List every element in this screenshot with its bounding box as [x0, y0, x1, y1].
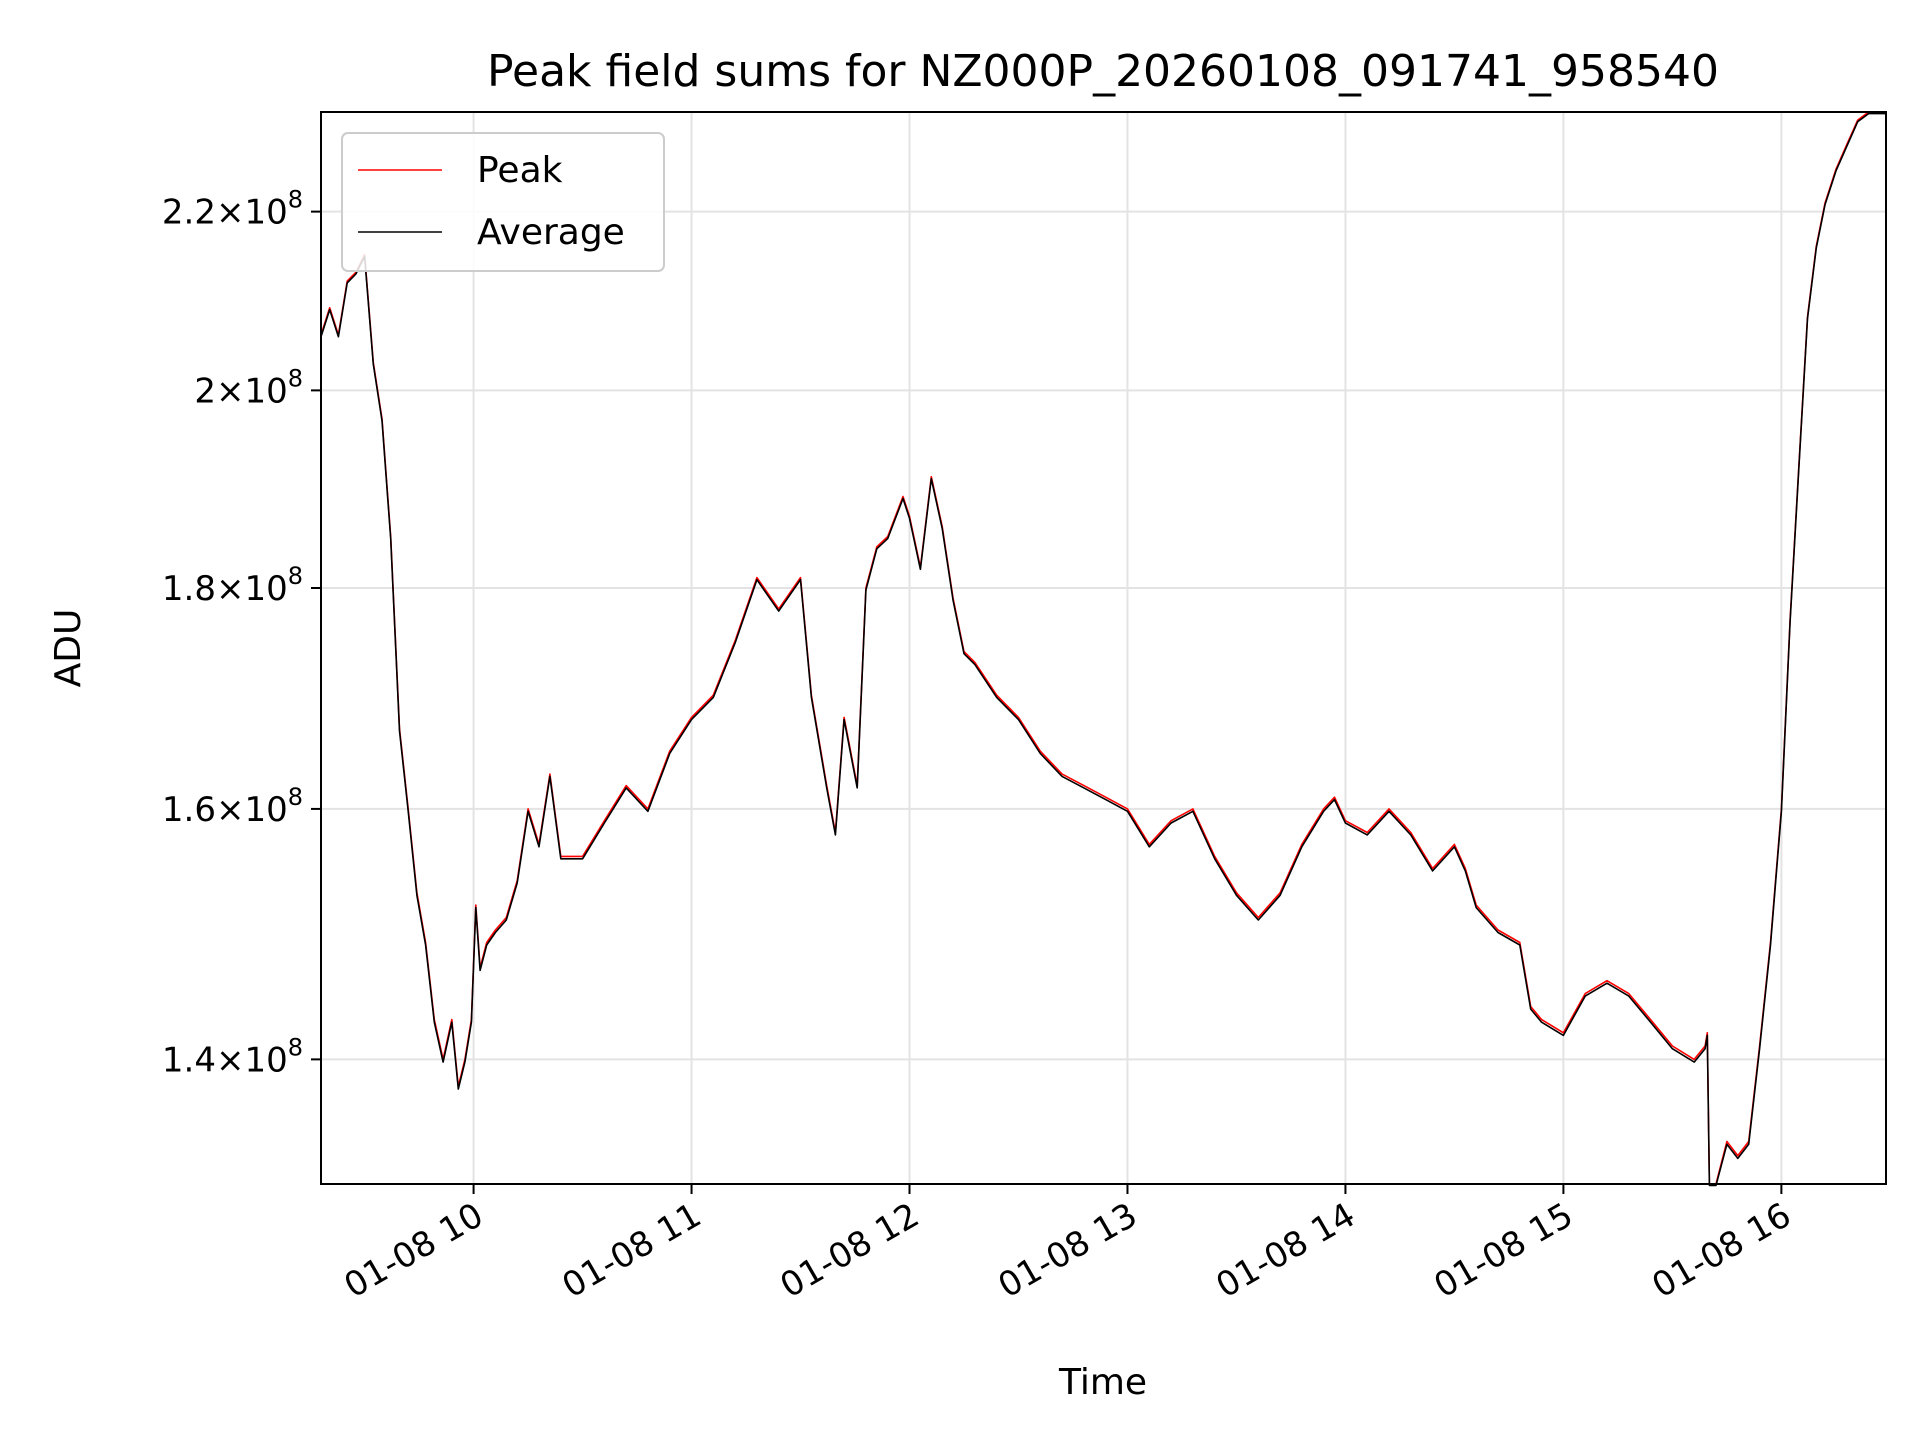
x-axis-label: Time	[1058, 1362, 1147, 1403]
legend: Peak Average	[341, 132, 665, 272]
legend-label-peak: Peak	[477, 150, 563, 191]
y-tick-label: 2×108	[194, 364, 303, 411]
plot-frame	[320, 111, 1887, 1185]
y-tick-label: 1.6×108	[162, 783, 303, 830]
legend-label-average: Average	[477, 212, 625, 253]
series-line-average	[320, 112, 1886, 1187]
y-axis-label: ADU	[48, 609, 89, 688]
y-tick-label: 1.8×108	[162, 562, 303, 609]
legend-box	[341, 132, 665, 272]
y-tick-label: 2.2×108	[162, 186, 303, 233]
chart-title: Peak field sums for NZ000P_20260108_0917…	[487, 46, 1719, 97]
y-tick-label: 1.4×108	[162, 1033, 303, 1080]
plot-lines	[320, 111, 1886, 1187]
y-axis: 1.4×108 1.6×108 1.8×108 2×108 2.2×108	[162, 186, 321, 1080]
